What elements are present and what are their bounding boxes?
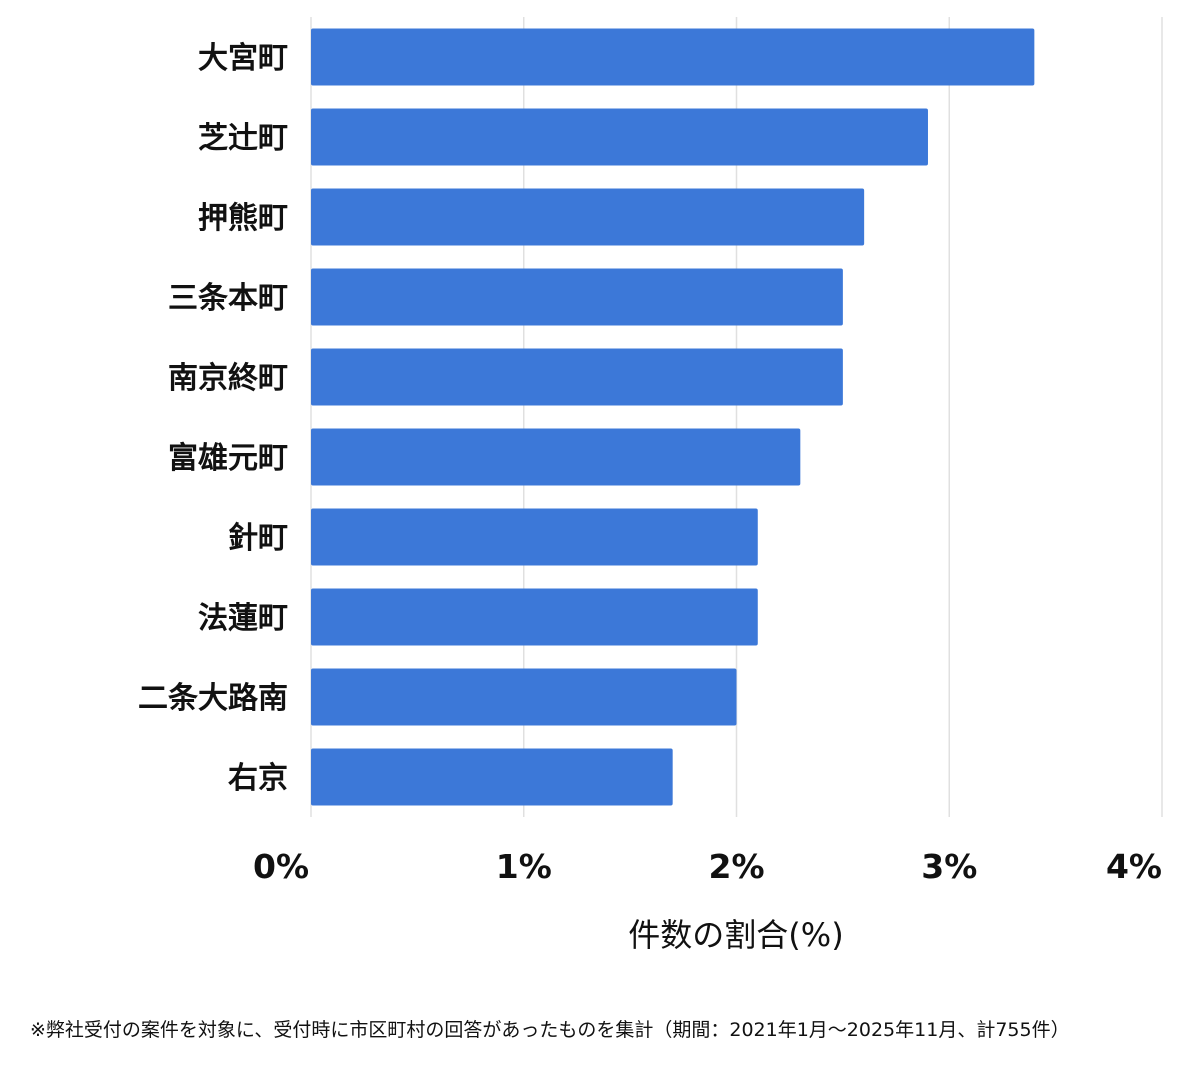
bar [311,748,673,806]
x-tick-label: 1% [496,847,552,886]
footnote: ※弊社受付の案件を対象に、受付時に市区町村の回答があったものを集計（期間：202… [30,1019,1070,1041]
category-label: 二条大路南 [138,681,288,716]
bars [311,28,1035,806]
category-label: 大宮町 [198,41,288,76]
x-tick-label: 3% [921,847,977,886]
x-axis-title: 件数の割合(%) [628,916,843,954]
bar [311,668,737,726]
category-label: 富雄元町 [168,441,288,476]
x-tick-label: 4% [1106,847,1162,886]
bar [311,348,843,406]
bar [311,428,801,486]
category-label: 芝辻町 [198,121,288,156]
category-label: 三条本町 [168,281,288,316]
category-label: 南京終町 [168,361,288,396]
bar [311,188,865,246]
x-tick-labels: 0% 1% 2% 3% 4% [253,847,1162,886]
bar [311,268,843,326]
bar [311,588,758,646]
category-label: 法蓮町 [198,601,288,636]
x-tick-label: 2% [708,847,764,886]
category-label: 押熊町 [198,201,288,236]
bar [311,108,928,166]
bar [311,508,758,566]
bar [311,28,1035,86]
x-tick-label: 0% [253,847,309,886]
category-label: 右京 [228,761,288,796]
category-label: 針町 [228,521,288,556]
